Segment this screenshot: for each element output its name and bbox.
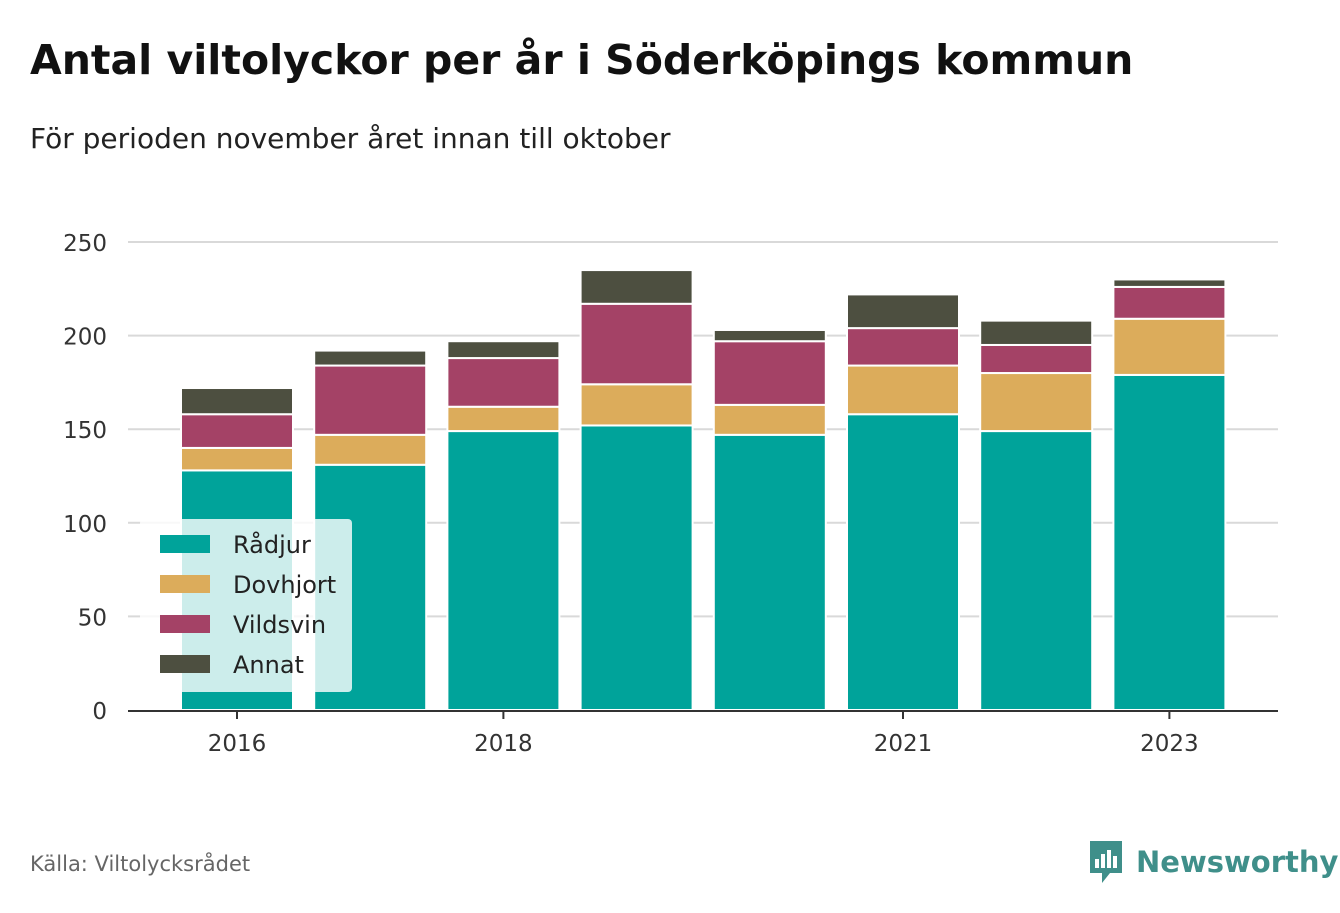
- chart-title: Antal viltolyckor per år i Söderköpings …: [30, 36, 1134, 84]
- bar-segment: [979, 372, 1094, 433]
- y-tick-label: 250: [63, 231, 107, 257]
- bar-segment: [846, 364, 960, 416]
- bar-segment: [1112, 278, 1227, 288]
- bar-segment: [180, 387, 294, 416]
- brand-name: Newsworthy: [1136, 845, 1339, 879]
- y-tick-label: 50: [78, 605, 107, 631]
- bar-segment: [579, 269, 694, 305]
- bar-segment: [712, 340, 827, 406]
- legend-label: Dovhjort: [233, 571, 336, 599]
- legend-swatch: [160, 655, 210, 673]
- bar-segment: [1112, 317, 1227, 376]
- bar-segment: [313, 433, 428, 466]
- legend-item: Dovhjort: [160, 571, 336, 599]
- x-tick-label: 2018: [474, 731, 533, 757]
- y-axis-ticks: 0 50 100 150 200 250: [63, 231, 107, 725]
- legend-label: Annat: [233, 651, 304, 679]
- bar-stack: [846, 293, 960, 711]
- legend-box: [140, 519, 352, 692]
- bar-segment: [446, 405, 561, 433]
- y-tick-label: 0: [92, 699, 107, 725]
- bar-stack: [446, 340, 561, 711]
- bar-segment: [446, 340, 561, 360]
- source-note: Källa: Viltolycksrådet: [30, 852, 251, 876]
- x-tick-label: 2023: [1140, 731, 1199, 757]
- legend-label: Rådjur: [233, 530, 311, 559]
- bar-stack: [979, 319, 1094, 711]
- legend-swatch: [160, 535, 210, 553]
- brand: Newsworthy: [1088, 838, 1338, 886]
- newsworthy-bar-chart-icon: [1090, 841, 1122, 883]
- legend-item: Vildsvin: [160, 611, 326, 639]
- bar-segment: [446, 430, 561, 711]
- bar-segment: [846, 413, 960, 711]
- bar-segment: [579, 302, 694, 386]
- bar-segment: [313, 364, 428, 436]
- bar-segment: [712, 433, 827, 711]
- legend-label: Vildsvin: [233, 611, 326, 639]
- bar-segment: [712, 403, 827, 436]
- bar-stack: [1112, 278, 1227, 711]
- legend-swatch: [160, 575, 210, 593]
- legend-item: Annat: [160, 651, 304, 679]
- x-tick-label: 2016: [208, 731, 267, 757]
- y-tick-label: 100: [63, 512, 107, 538]
- bar-segment: [979, 343, 1094, 375]
- legend: Rådjur Dovhjort Vildsvin Annat: [140, 519, 352, 692]
- legend-item: Rådjur: [160, 530, 311, 559]
- bar-stack: [579, 269, 694, 711]
- x-axis: 2016 2018 2021 2023: [128, 710, 1278, 757]
- bar-segment: [446, 357, 561, 408]
- y-tick-label: 150: [63, 418, 107, 444]
- x-tick-label: 2021: [874, 731, 933, 757]
- bar-segment: [579, 424, 694, 711]
- bar-segment: [579, 383, 694, 427]
- bar-segment: [846, 327, 960, 367]
- y-tick-label: 200: [63, 325, 107, 351]
- bar-segment: [979, 319, 1094, 346]
- bar-segment: [180, 446, 294, 472]
- bar-segment: [979, 430, 1094, 711]
- bar-stack: [712, 328, 827, 711]
- bar-segment: [1112, 285, 1227, 320]
- bar-segment: [1112, 373, 1227, 711]
- bar-segment: [313, 349, 428, 367]
- bar-segment: [712, 328, 827, 343]
- bar-segment: [180, 413, 294, 449]
- chart-subtitle: För perioden november året innan till ok…: [30, 122, 671, 155]
- legend-swatch: [160, 615, 210, 633]
- bar-segment: [846, 293, 960, 330]
